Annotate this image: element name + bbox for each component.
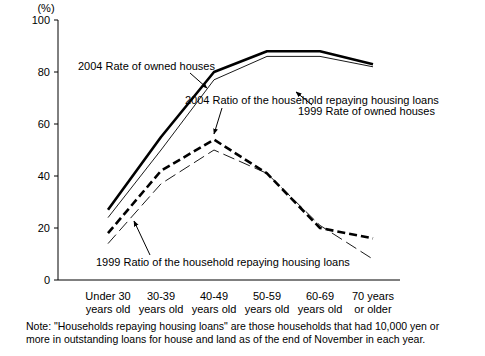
- series-line: [108, 150, 373, 259]
- x-tick-label: 50-59years old: [245, 290, 290, 315]
- y-tick-label: 100: [32, 14, 50, 26]
- chart: 0 20 40 60 80 100(%) Under 30years old 30-39yea…: [0, 0, 485, 356]
- annotation-arrow: [190, 73, 207, 88]
- y-tick: [54, 124, 58, 125]
- x-axis: [58, 280, 400, 281]
- note: Note: "Households repaying housing loans…: [26, 320, 440, 332]
- x-tick-label: 30-39years old: [139, 290, 184, 315]
- annotation-arrow: [134, 221, 150, 255]
- note: more in outstanding loans for house and …: [26, 333, 425, 345]
- y-tick-label: 20: [38, 222, 50, 234]
- y-tick: [54, 228, 58, 229]
- annotation-arrow: [214, 108, 222, 134]
- y-tick: [54, 176, 58, 177]
- plot-area: [108, 51, 373, 259]
- series-line: [108, 56, 373, 217]
- y-tick-label: 40: [38, 170, 50, 182]
- y-tick-label: 0: [44, 274, 50, 286]
- x-tick-label: 60-69years old: [298, 290, 343, 315]
- series-annotation: 2004 Ratio of the household repaying hou…: [185, 94, 439, 106]
- series-annotation: 2004 Rate of owned houses: [78, 60, 215, 72]
- series-annotation: 1999 Rate of owned houses: [298, 105, 435, 117]
- y-tick: [54, 72, 58, 73]
- y-tick-label: 80: [38, 66, 50, 78]
- x-tick-label: 40-49years old: [192, 290, 237, 315]
- y-axis: [58, 20, 59, 280]
- series-annotation: 1999 Ratio of the household repaying hou…: [96, 256, 350, 268]
- x-tick-label: Under 30years old: [85, 290, 130, 315]
- y-tick: [54, 20, 58, 21]
- series-line: [108, 140, 373, 239]
- y-tick: [54, 280, 58, 281]
- y-label: (%): [37, 2, 54, 14]
- y-tick-label: 60: [38, 118, 50, 130]
- x-tick-label: 70 yearsor older: [352, 290, 395, 315]
